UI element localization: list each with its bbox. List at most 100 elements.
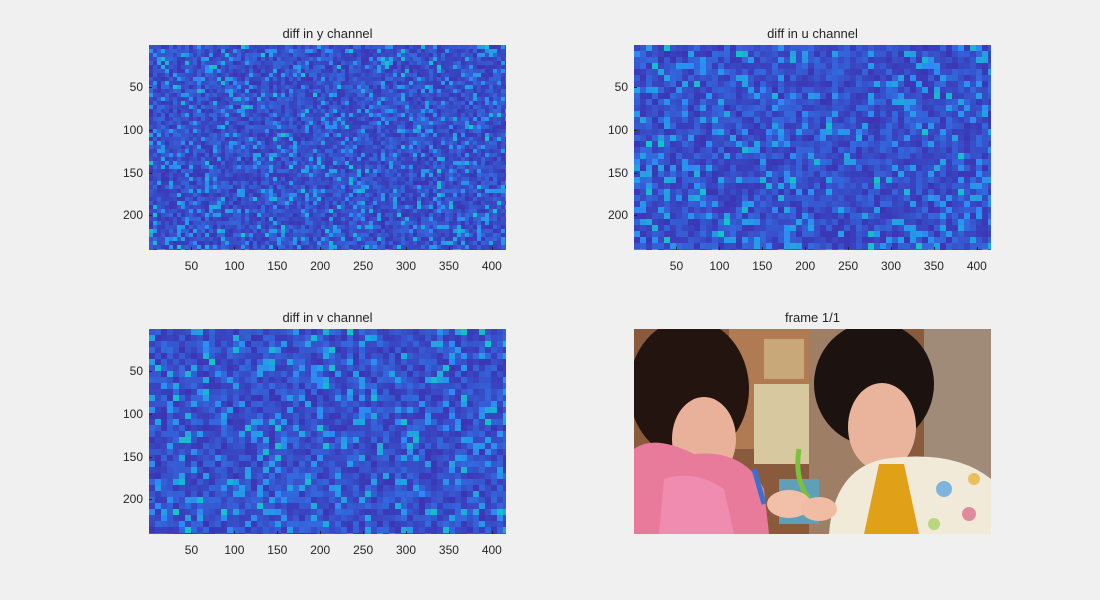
- heatmap-cell: [393, 129, 397, 133]
- heatmap-cell: [409, 185, 413, 189]
- heatmap-cell: [437, 173, 441, 177]
- heatmap-cell: [329, 109, 333, 113]
- heatmap-cell: [429, 237, 433, 241]
- heatmap-cell: [461, 169, 465, 173]
- heatmap-cell: [245, 221, 249, 225]
- heatmap-cell: [688, 69, 694, 75]
- heatmap-cell: [393, 57, 397, 61]
- heatmap-cell: [337, 77, 341, 81]
- heatmap-cell: [694, 63, 700, 69]
- heatmap-cell: [157, 249, 161, 250]
- heatmap-cell: [321, 225, 325, 229]
- heatmap-cell: [329, 77, 333, 81]
- heatmap-cell: [321, 105, 325, 109]
- heatmap-cell: [153, 237, 157, 241]
- heatmap-cell: [233, 201, 237, 205]
- heatmap-cell: [181, 161, 185, 165]
- heatmap-cell: [301, 169, 305, 173]
- heatmap-cell: [329, 73, 333, 77]
- heatmap-cell: [285, 145, 289, 149]
- heatmap-cell: [317, 241, 321, 245]
- heatmap-cell: [405, 201, 409, 205]
- heatmap-cell: [241, 213, 245, 217]
- heatmap-cell: [333, 57, 337, 61]
- heatmap-cell: [445, 85, 449, 89]
- heatmap-cell: [225, 69, 229, 73]
- heatmap-cell: [265, 193, 269, 197]
- heatmap-cell: [465, 213, 469, 217]
- heatmap-cell: [389, 185, 393, 189]
- heatmap-cell: [437, 193, 441, 197]
- heatmap-cell: [353, 125, 357, 129]
- heatmap-cell: [337, 85, 341, 89]
- heatmap-cell: [850, 69, 856, 75]
- heatmap-cell: [373, 237, 377, 241]
- heatmap-cell: [473, 209, 477, 213]
- heatmap-cell: [373, 197, 377, 201]
- heatmap-cell: [149, 241, 153, 245]
- heatmap-cell: [445, 129, 449, 133]
- heatmap-cell: [437, 109, 441, 113]
- heatmap-cell: [177, 201, 181, 205]
- heatmap-cell: [205, 237, 209, 241]
- heatmap-cell: [493, 221, 497, 225]
- heatmap-cell: [285, 221, 289, 225]
- heatmap-cell: [385, 129, 389, 133]
- heatmap-cell: [369, 49, 373, 53]
- heatmap-cell: [221, 85, 225, 89]
- heatmap-cell: [469, 237, 473, 241]
- heatmap-cell: [409, 149, 413, 153]
- heatmap-cell: [305, 57, 309, 61]
- heatmap-cell: [369, 161, 373, 165]
- heatmap-cell: [317, 189, 321, 193]
- heatmap-cell: [325, 205, 329, 209]
- heatmap-cell: [461, 89, 465, 93]
- heatmap-cell: [321, 169, 325, 173]
- heatmap-cell: [301, 141, 305, 145]
- heatmap-cell: [381, 173, 385, 177]
- heatmap-cell: [269, 177, 273, 181]
- heatmap-cell: [281, 77, 285, 81]
- heatmap-cell: [457, 189, 461, 193]
- heatmap-cell: [309, 225, 313, 229]
- heatmap-cell: [453, 61, 457, 65]
- heatmap-cell: [493, 165, 497, 169]
- heatmap-cell: [497, 193, 501, 197]
- heatmap-cell: [237, 249, 241, 250]
- heatmap-cell: [441, 93, 445, 97]
- heatmap-cell: [221, 229, 225, 233]
- heatmap-cell: [249, 177, 253, 181]
- heatmap-cell: [241, 201, 245, 205]
- heatmap-cell: [209, 193, 213, 197]
- heatmap-cell: [481, 65, 485, 69]
- heatmap-cell: [289, 229, 293, 233]
- heatmap-cell: [209, 65, 213, 69]
- heatmap-cell: [473, 137, 477, 141]
- heatmap-cell: [193, 205, 197, 209]
- heatmap-cell: [277, 77, 281, 81]
- heatmap-cell: [465, 121, 469, 125]
- heatmap-cell: [177, 49, 181, 53]
- heatmap-cell: [373, 45, 377, 49]
- heatmap-cell: [397, 73, 401, 77]
- heatmap-cell: [489, 65, 493, 69]
- heatmap-cell: [453, 69, 457, 73]
- heatmap-cell: [445, 245, 449, 249]
- heatmap-cell: [345, 125, 349, 129]
- heatmap-cell: [357, 69, 361, 73]
- heatmap-cell: [397, 241, 401, 245]
- heatmap-cell: [361, 241, 365, 245]
- heatmap-cell: [365, 145, 369, 149]
- heatmap-cell: [373, 101, 377, 105]
- heatmap-cell: [265, 209, 269, 213]
- heatmap-cell: [217, 153, 221, 157]
- heatmap-cell: [433, 141, 437, 145]
- heatmap-cell: [293, 149, 297, 153]
- heatmap-cell: [177, 109, 181, 113]
- heatmap-cell: [169, 193, 173, 197]
- heatmap-cell: [213, 161, 217, 165]
- heatmap-cell: [337, 153, 341, 157]
- heatmap-cell: [181, 117, 185, 121]
- heatmap-cell: [313, 169, 317, 173]
- heatmap-cell: [185, 45, 189, 49]
